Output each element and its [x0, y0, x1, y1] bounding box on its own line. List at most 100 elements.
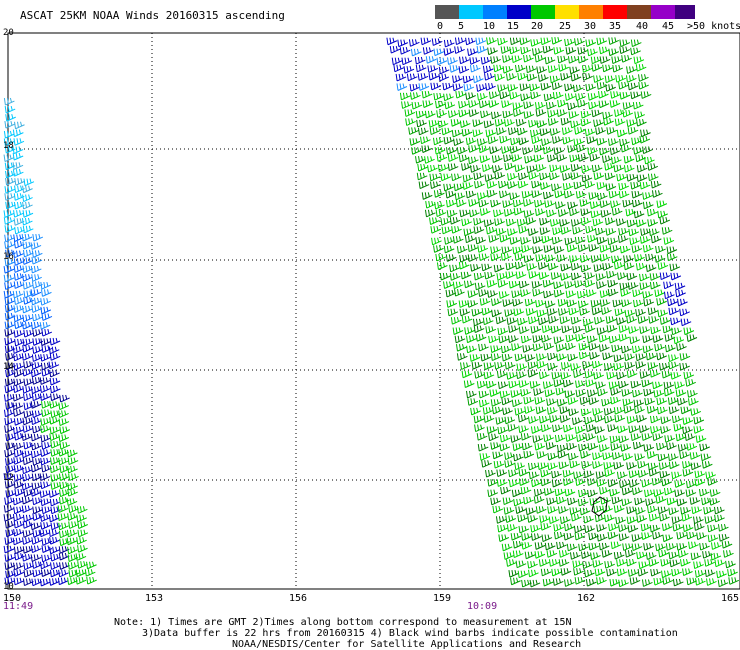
wind-barb — [506, 524, 518, 532]
wind-barb — [467, 300, 479, 308]
wind-barb — [469, 354, 481, 362]
wind-barb — [21, 450, 33, 459]
wind-barb — [59, 481, 70, 490]
wind-barb — [4, 225, 16, 233]
wind-barb — [634, 406, 645, 414]
wind-barb — [579, 255, 591, 263]
wind-barb — [547, 506, 558, 514]
wind-barb — [4, 481, 16, 489]
wind-barb — [490, 56, 501, 64]
wind-barb — [481, 263, 493, 272]
wind-barb — [455, 344, 467, 352]
wind-barb — [5, 177, 16, 186]
wind-barb — [635, 64, 647, 72]
wind-barb — [676, 543, 688, 551]
wind-barb — [510, 137, 521, 146]
wind-barb — [68, 521, 79, 529]
wind-barb — [652, 335, 664, 343]
wind-barb — [676, 398, 688, 406]
wind-barb — [506, 181, 518, 189]
wind-barb — [527, 361, 539, 370]
wind-barb — [573, 370, 584, 378]
wind-barb — [581, 461, 592, 469]
wind-barb — [666, 442, 677, 451]
wind-barb — [568, 111, 580, 119]
wind-barb — [602, 111, 613, 120]
wind-barb — [602, 263, 613, 271]
wind-barb — [22, 578, 34, 587]
wind-barb — [498, 534, 510, 542]
wind-barb — [443, 281, 454, 289]
wind-barb — [579, 199, 591, 207]
wind-barb — [518, 425, 529, 434]
wind-barb — [23, 297, 34, 305]
wind-barb — [31, 250, 43, 258]
wind-barb — [553, 47, 565, 55]
wind-barb — [518, 280, 530, 289]
wind-barb — [699, 542, 710, 551]
wind-barb — [659, 317, 671, 325]
wind-barb — [508, 569, 520, 578]
wind-barb — [473, 218, 484, 226]
wind-barb — [420, 37, 432, 46]
wind-barb — [414, 56, 426, 65]
wind-barb — [621, 55, 632, 63]
wind-barb — [615, 75, 626, 83]
wind-barb — [509, 92, 520, 100]
wind-barb — [496, 370, 508, 379]
wind-barb — [498, 180, 509, 189]
wind-barb — [510, 390, 522, 398]
wind-barb — [593, 75, 604, 83]
wind-barb — [576, 434, 587, 443]
wind-barb — [619, 282, 631, 291]
wind-barb — [39, 393, 51, 401]
wind-barb — [467, 398, 479, 406]
wind-barb — [630, 47, 641, 56]
wind-barb — [593, 119, 604, 128]
wind-barb — [462, 75, 474, 84]
wind-barb — [50, 482, 62, 490]
lon-label-156: 156 — [289, 593, 308, 604]
wind-barb — [395, 73, 407, 82]
wind-barb — [399, 47, 411, 55]
wind-barb — [636, 165, 648, 173]
wind-barb — [602, 64, 613, 73]
wind-barb — [656, 406, 668, 415]
wind-barb — [40, 522, 51, 530]
wind-barb — [596, 281, 607, 290]
wind-barb — [483, 371, 495, 380]
wind-barb — [543, 488, 555, 496]
wind-barb — [443, 245, 455, 254]
wind-barb — [452, 83, 464, 92]
wind-barb — [84, 569, 96, 577]
wind-barb — [606, 325, 618, 333]
wind-barb — [445, 199, 457, 208]
wind-barb — [4, 145, 16, 154]
wind-barb — [440, 173, 452, 182]
wind-barb — [707, 534, 719, 543]
wind-barb — [507, 127, 519, 136]
wind-barb — [3, 138, 15, 146]
wind-barb — [661, 227, 673, 235]
wind-barb — [590, 552, 601, 560]
wind-barb — [58, 434, 70, 442]
wind-barb — [670, 372, 682, 380]
wind-barb — [531, 190, 543, 199]
wind-barb — [49, 417, 60, 425]
wind-barb — [591, 64, 603, 72]
wind-barb — [546, 308, 558, 316]
wind-barb — [493, 64, 504, 73]
wind-barb — [471, 308, 483, 317]
wind-barb — [682, 524, 694, 533]
wind-barb — [469, 57, 481, 65]
wind-barb — [77, 529, 89, 538]
wind-barb — [676, 343, 687, 352]
wind-barb — [14, 226, 25, 235]
wind-barb — [567, 353, 578, 362]
wind-barb — [463, 228, 475, 237]
wind-barb — [540, 523, 552, 531]
lat-label-20: 20 — [3, 28, 14, 38]
wind-barb — [585, 289, 597, 298]
wind-barb — [445, 289, 457, 298]
wind-barb — [618, 81, 629, 90]
